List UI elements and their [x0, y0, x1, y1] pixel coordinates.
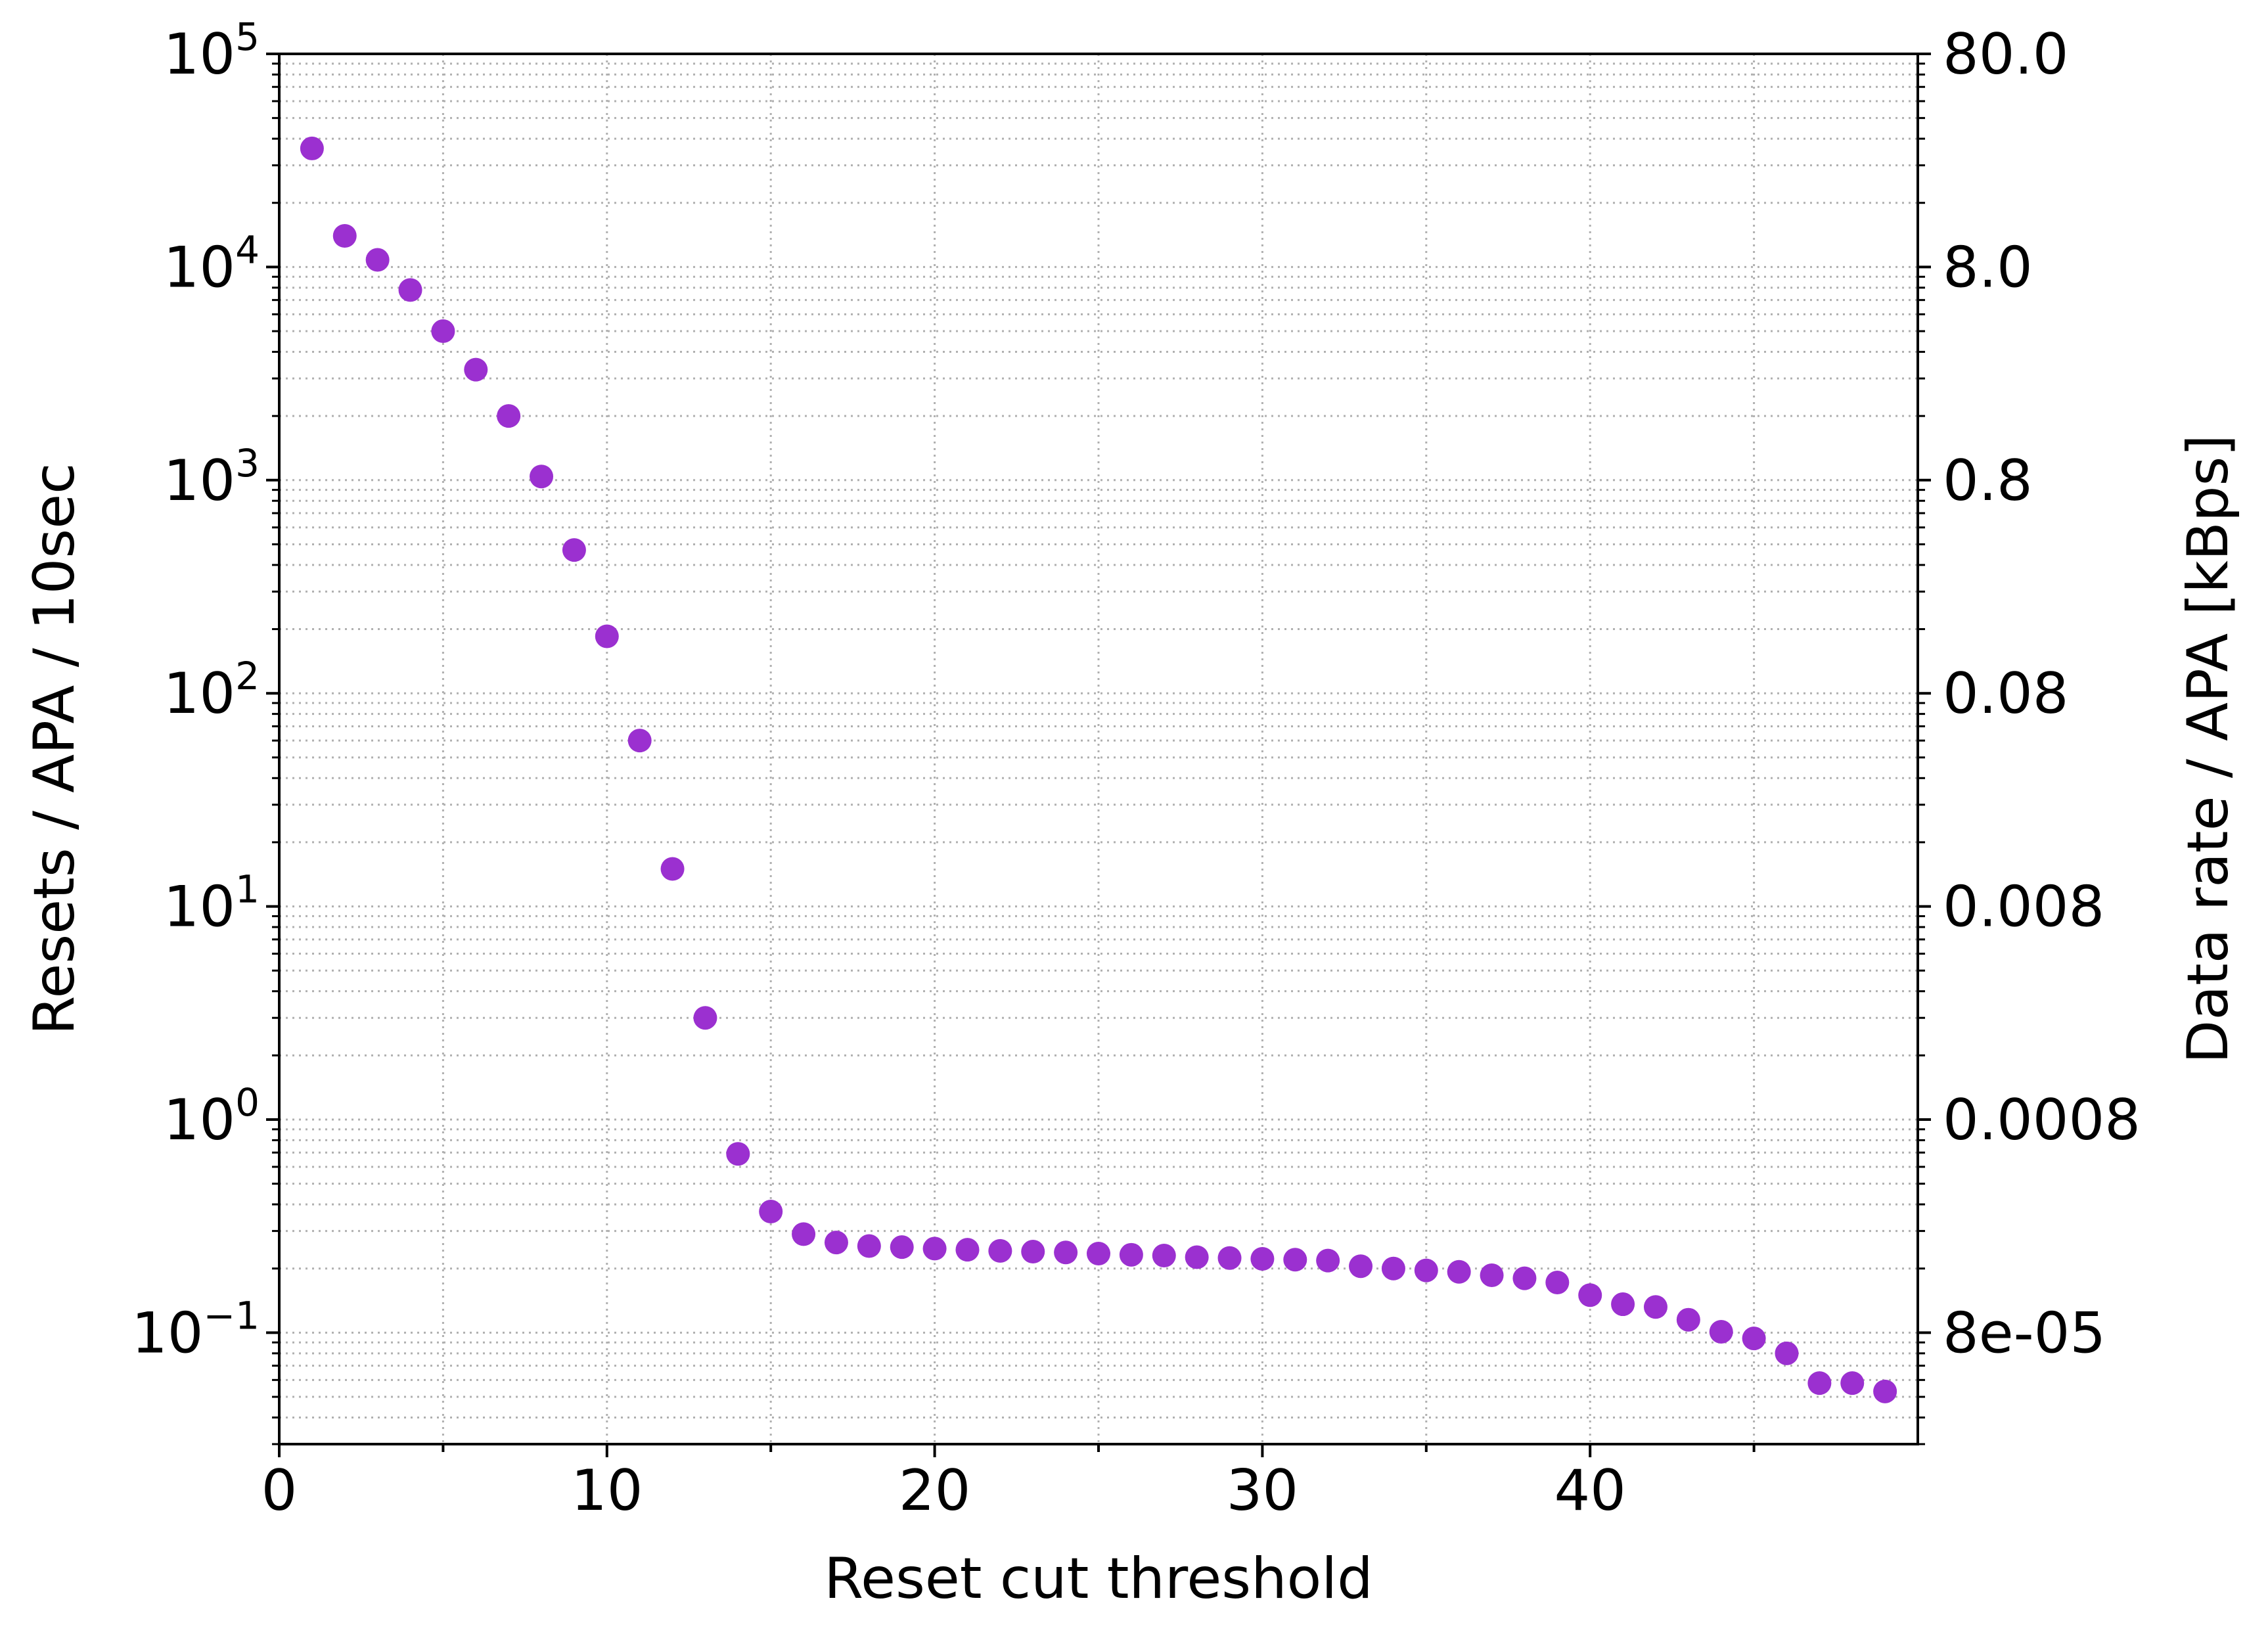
data-point [988, 1238, 1012, 1263]
data-point [627, 729, 652, 753]
y-tick-label-base: 10 [164, 1087, 235, 1153]
data-point [1447, 1260, 1471, 1284]
data-point [1775, 1341, 1799, 1365]
x-tick-label: 20 [899, 1458, 970, 1524]
y-tick-label: 10−1 [131, 1293, 260, 1366]
data-point [1873, 1379, 1897, 1403]
y2-tick-label: 80.0 [1943, 22, 2068, 87]
data-point [1283, 1248, 1307, 1272]
data-point [1185, 1245, 1209, 1269]
data-point [562, 538, 586, 562]
y-tick-label: 102 [164, 654, 260, 727]
y2-axis-label: Data rate / APA [kBps] [2175, 434, 2241, 1064]
y-tick-label-base: 10 [164, 874, 235, 940]
y-tick-label-exponent: 2 [235, 654, 260, 698]
data-point [1316, 1248, 1340, 1273]
data-point [857, 1234, 881, 1258]
data-point [1840, 1371, 1865, 1396]
data-point [431, 319, 455, 344]
data-point [1578, 1283, 1602, 1307]
y2-tick-label: 0.8 [1943, 448, 2033, 514]
y-tick-label-base: 10 [131, 1300, 203, 1366]
y-tick-label-exponent: 0 [235, 1080, 260, 1125]
y-tick-label: 105 [164, 14, 260, 87]
y2-tick-label: 8.0 [1943, 235, 2033, 300]
x-tick-label: 10 [571, 1458, 643, 1524]
data-point [726, 1142, 750, 1166]
data-point [595, 624, 619, 648]
data-point [792, 1222, 816, 1246]
x-tick-label: 30 [1227, 1458, 1298, 1524]
data-point [1414, 1258, 1438, 1282]
y-tick-label: 103 [164, 441, 260, 514]
data-point [1021, 1240, 1045, 1264]
data-point [1709, 1319, 1733, 1344]
data-point [1643, 1295, 1667, 1319]
y-tick-label: 100 [164, 1080, 260, 1153]
y-tick-label-base: 10 [164, 235, 235, 300]
y-tick-label-exponent: 4 [235, 227, 260, 272]
x-tick-label: 0 [261, 1458, 298, 1524]
axes: 0 10 20 30 4010510410310210110010−180.08.00.… [131, 14, 2141, 1524]
data-point [1742, 1327, 1766, 1351]
y2-tick-label: 8e-05 [1943, 1300, 2106, 1366]
data-point [1152, 1244, 1176, 1268]
data-point [300, 136, 324, 160]
data-point [1054, 1240, 1078, 1265]
data-points [300, 136, 1897, 1403]
data-point [1676, 1307, 1700, 1332]
data-point [693, 1006, 717, 1030]
x-axis-label: Reset cut threshold [824, 1546, 1372, 1612]
y-tick-label-base: 10 [164, 448, 235, 514]
y-tick-label-exponent: 3 [235, 441, 260, 486]
y-tick-label-exponent: 5 [235, 14, 260, 59]
data-point [1119, 1242, 1143, 1267]
y-tick-label: 101 [164, 867, 260, 940]
data-point [1545, 1270, 1570, 1294]
x-tick-label: 40 [1554, 1458, 1625, 1524]
y-tick-label-exponent: −1 [204, 1293, 260, 1338]
data-point [365, 248, 390, 272]
y-tick-label-base: 10 [164, 22, 235, 87]
data-point [530, 465, 554, 489]
data-point [922, 1237, 947, 1261]
grid-lines [279, 54, 1918, 1445]
y-tick-label-exponent: 1 [235, 867, 260, 912]
data-point [660, 857, 685, 881]
data-point [1512, 1266, 1537, 1290]
data-point [464, 357, 488, 382]
data-point [759, 1200, 783, 1224]
data-point [332, 223, 357, 248]
data-point [824, 1231, 848, 1255]
data-point [955, 1238, 980, 1262]
data-point [1807, 1371, 1832, 1396]
data-point [890, 1235, 914, 1260]
data-point [1217, 1246, 1242, 1270]
y2-tick-label: 0.008 [1943, 874, 2104, 940]
data-point [1480, 1263, 1504, 1287]
data-point [398, 278, 422, 302]
y2-tick-label: 0.08 [1943, 661, 2068, 727]
data-point [1381, 1256, 1405, 1281]
data-point [1611, 1292, 1635, 1317]
data-point [1349, 1254, 1373, 1279]
data-point [497, 404, 521, 428]
data-point [1250, 1247, 1275, 1271]
y-axis-label: Resets / APA / 10sec [22, 463, 87, 1035]
data-point [1087, 1242, 1110, 1266]
y-tick-label-base: 10 [164, 661, 235, 727]
y2-tick-label: 0.0008 [1943, 1087, 2141, 1153]
y-tick-label: 104 [164, 227, 260, 300]
